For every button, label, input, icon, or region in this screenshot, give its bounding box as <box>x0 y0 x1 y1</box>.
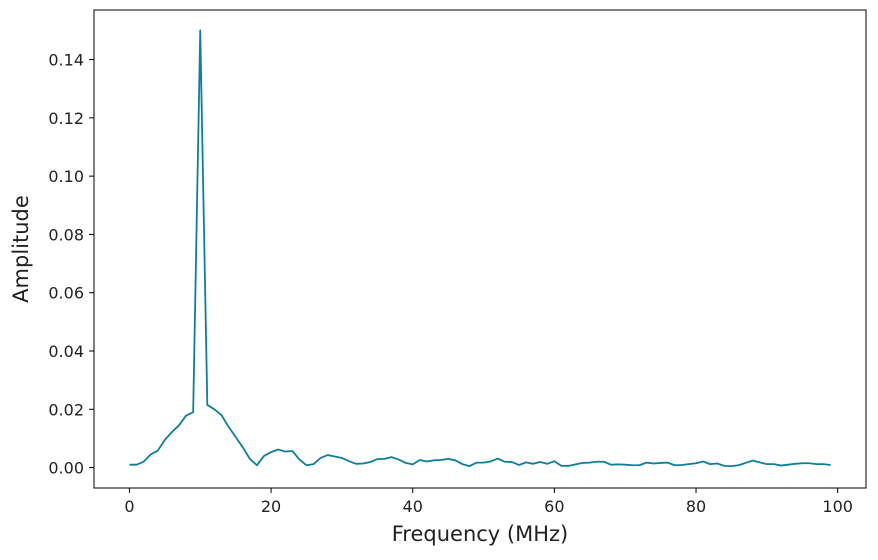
x-axis: 0 20 40 60 80 100 <box>124 488 853 516</box>
y-axis: 0.00 0.02 0.04 0.06 0.08 0.10 0.12 0.14 <box>48 51 94 478</box>
x-tick-label: 0 <box>124 497 134 516</box>
x-tick-label: 20 <box>261 497 281 516</box>
x-tick-label: 40 <box>403 497 423 516</box>
y-tick-label: 0.02 <box>48 400 84 419</box>
y-axis-title: Amplitude <box>9 195 33 303</box>
x-axis-title: Frequency (MHz) <box>392 522 568 546</box>
y-tick-label: 0.12 <box>48 109 84 128</box>
series-line-0 <box>129 29 831 468</box>
y-tick-label: 0.08 <box>48 225 84 244</box>
y-tick-label: 0.06 <box>48 284 84 303</box>
y-tick-label: 0.14 <box>48 51 84 70</box>
axes-frame <box>93 9 867 489</box>
y-tick-label: 0.04 <box>48 342 84 361</box>
x-tick-label: 100 <box>822 497 853 516</box>
x-tick-label: 80 <box>686 497 706 516</box>
y-tick-label: 0.10 <box>48 167 84 186</box>
plot-area <box>129 29 831 468</box>
x-tick-label: 60 <box>544 497 564 516</box>
y-tick-label: 0.00 <box>48 459 84 478</box>
